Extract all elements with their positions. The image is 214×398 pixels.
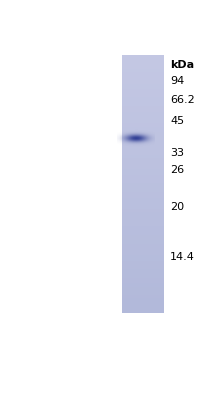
Text: 45: 45	[170, 116, 184, 126]
Text: 66.2: 66.2	[170, 95, 195, 105]
Text: kDa: kDa	[170, 60, 194, 70]
Text: 94: 94	[170, 76, 184, 86]
Text: 33: 33	[170, 148, 184, 158]
Text: 26: 26	[170, 165, 184, 175]
Text: 20: 20	[170, 202, 184, 212]
Text: 14.4: 14.4	[170, 252, 195, 262]
